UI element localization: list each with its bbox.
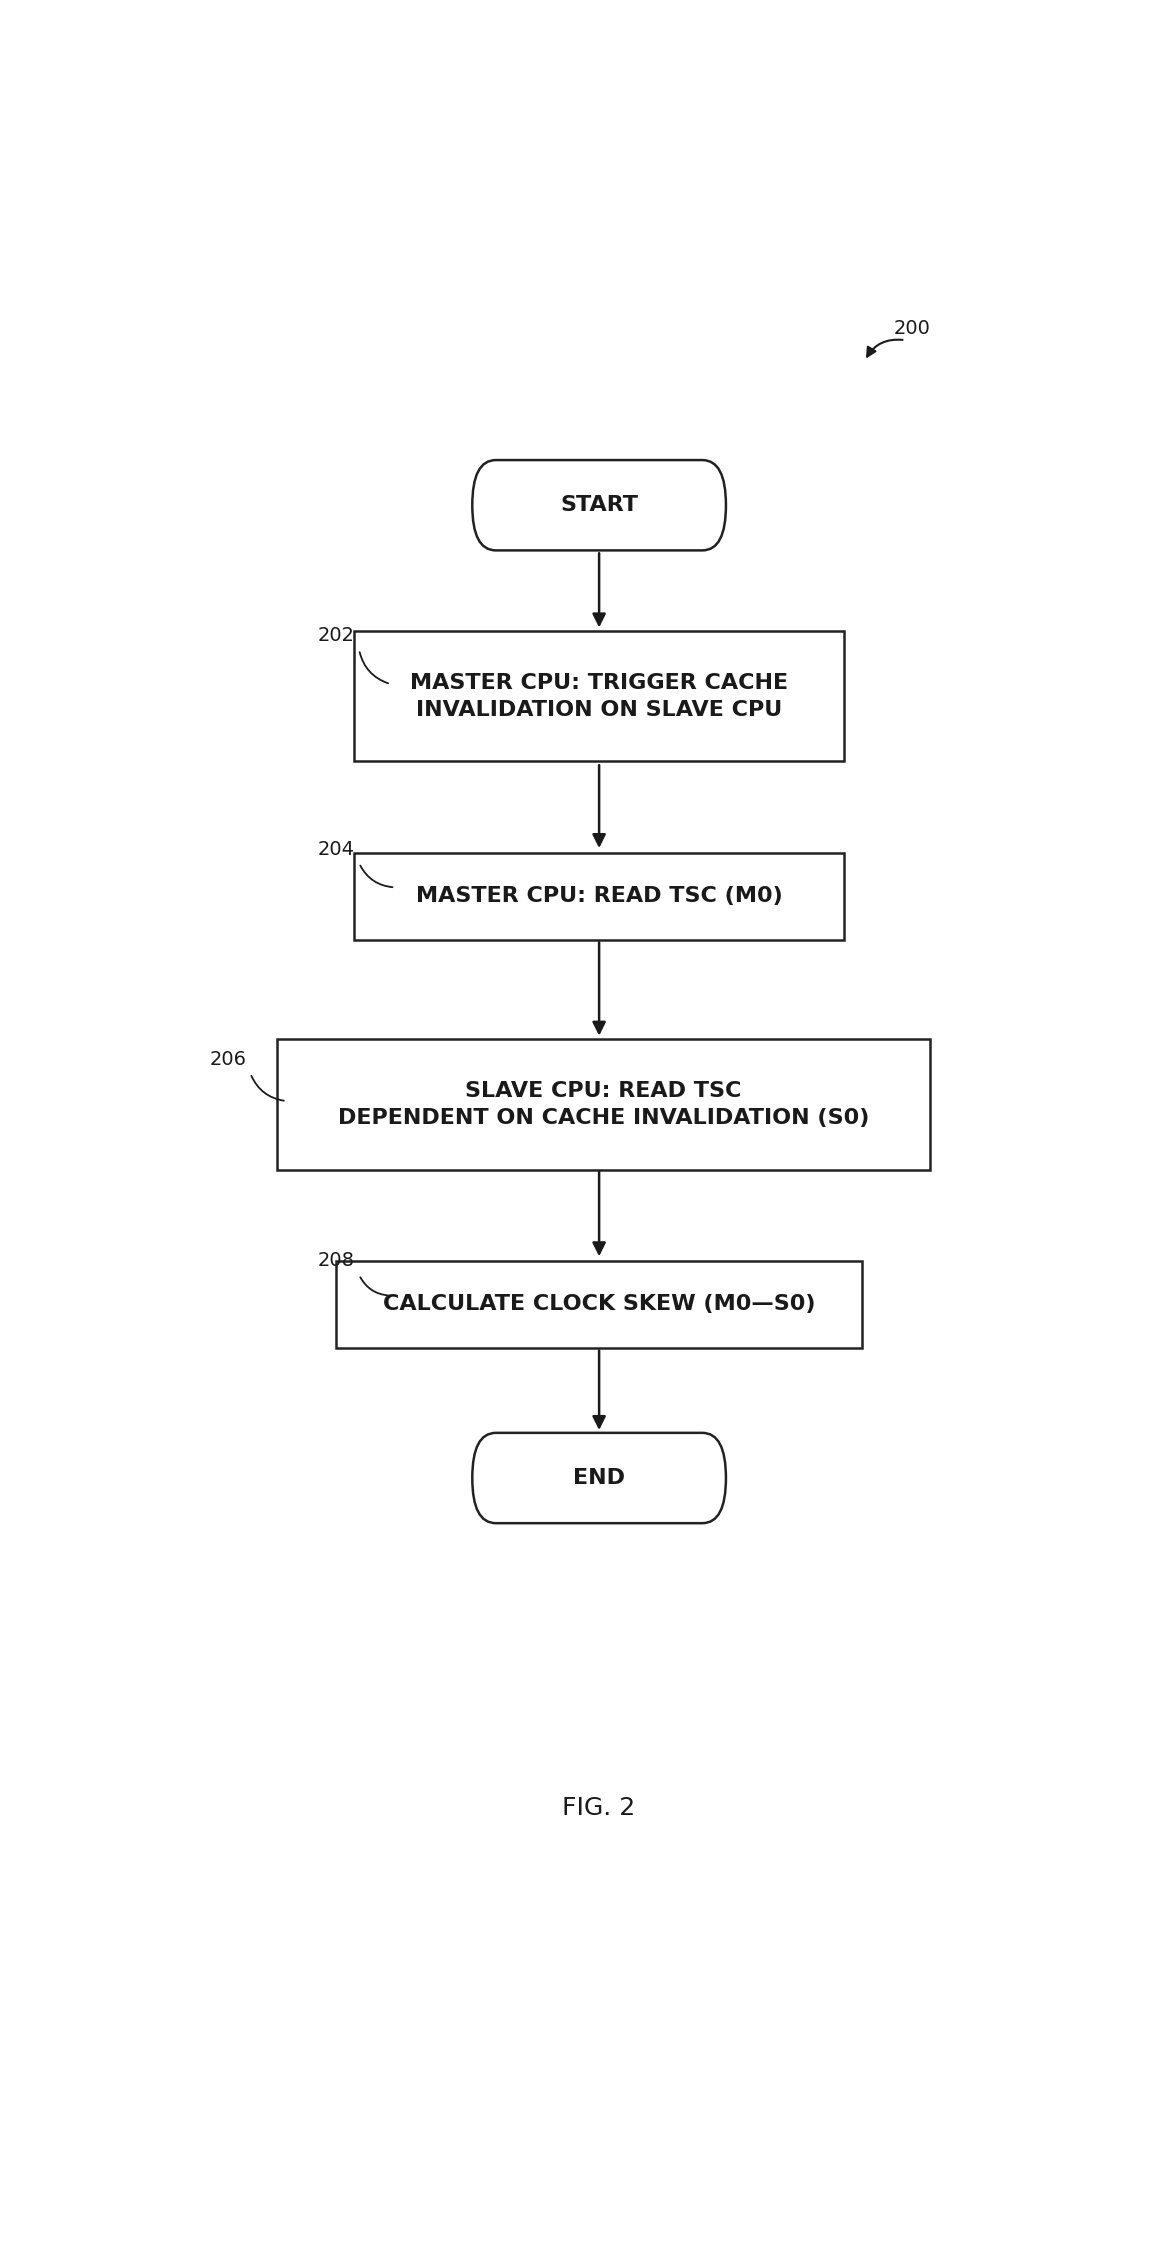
Text: 204: 204 bbox=[318, 839, 355, 860]
FancyBboxPatch shape bbox=[277, 1040, 929, 1169]
Text: START: START bbox=[560, 496, 638, 514]
FancyBboxPatch shape bbox=[472, 1433, 726, 1523]
Text: 206: 206 bbox=[209, 1049, 247, 1069]
Text: MASTER CPU: READ TSC (M0): MASTER CPU: READ TSC (M0) bbox=[416, 887, 782, 907]
FancyBboxPatch shape bbox=[472, 460, 726, 550]
FancyBboxPatch shape bbox=[354, 853, 844, 938]
FancyBboxPatch shape bbox=[337, 1261, 862, 1347]
Text: END: END bbox=[573, 1469, 625, 1489]
Text: SLAVE CPU: READ TSC
DEPENDENT ON CACHE INVALIDATION (S0): SLAVE CPU: READ TSC DEPENDENT ON CACHE I… bbox=[338, 1081, 870, 1128]
FancyBboxPatch shape bbox=[354, 632, 844, 763]
Text: FIG. 2: FIG. 2 bbox=[562, 1796, 636, 1821]
Text: 202: 202 bbox=[318, 625, 355, 645]
Text: 200: 200 bbox=[893, 318, 931, 338]
Text: CALCULATE CLOCK SKEW (M0—S0): CALCULATE CLOCK SKEW (M0—S0) bbox=[383, 1295, 815, 1315]
Text: MASTER CPU: TRIGGER CACHE
INVALIDATION ON SLAVE CPU: MASTER CPU: TRIGGER CACHE INVALIDATION O… bbox=[410, 672, 788, 720]
Text: 208: 208 bbox=[318, 1252, 355, 1270]
